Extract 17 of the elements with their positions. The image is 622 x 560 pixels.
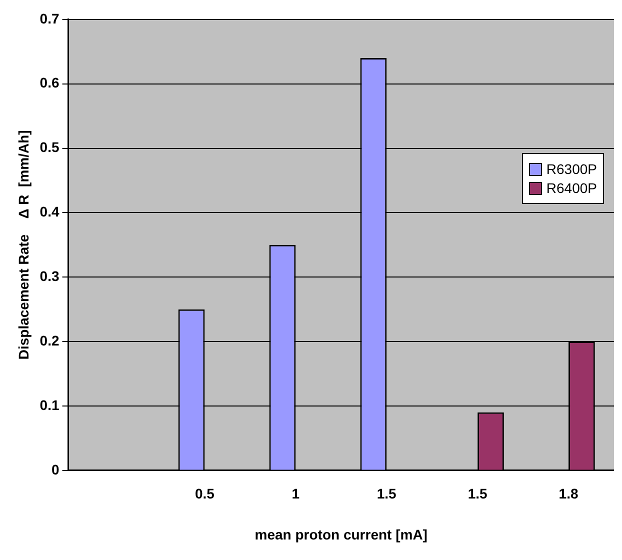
- x-tick-label: 1: [292, 486, 300, 502]
- y-tick-label: 0: [51, 461, 60, 478]
- x-tick-label: 0.5: [194, 486, 215, 502]
- x-tick-label: 1.5: [468, 486, 488, 502]
- y-tick-label: 0.6: [40, 74, 60, 91]
- y-tick-label: 0.3: [40, 268, 60, 284]
- y-tick-label: 0.2: [40, 332, 60, 348]
- x-axis-title: mean proton current [mA]: [254, 526, 428, 542]
- y-tick-label: 0.5: [40, 139, 60, 156]
- y-tick-label: 0.1: [40, 396, 60, 413]
- y-axis-title: Displacement Rate Δ R [mm/Ah]: [15, 130, 32, 360]
- y-tick-label: 0.7: [40, 10, 60, 26]
- legend-label: R6400P: [546, 180, 597, 196]
- x-tick-label: 1.8: [558, 486, 578, 502]
- y-tick-label: 0.4: [40, 204, 60, 220]
- legend-label: R6300P: [546, 161, 597, 177]
- x-tick-label: 1.5: [376, 486, 397, 502]
